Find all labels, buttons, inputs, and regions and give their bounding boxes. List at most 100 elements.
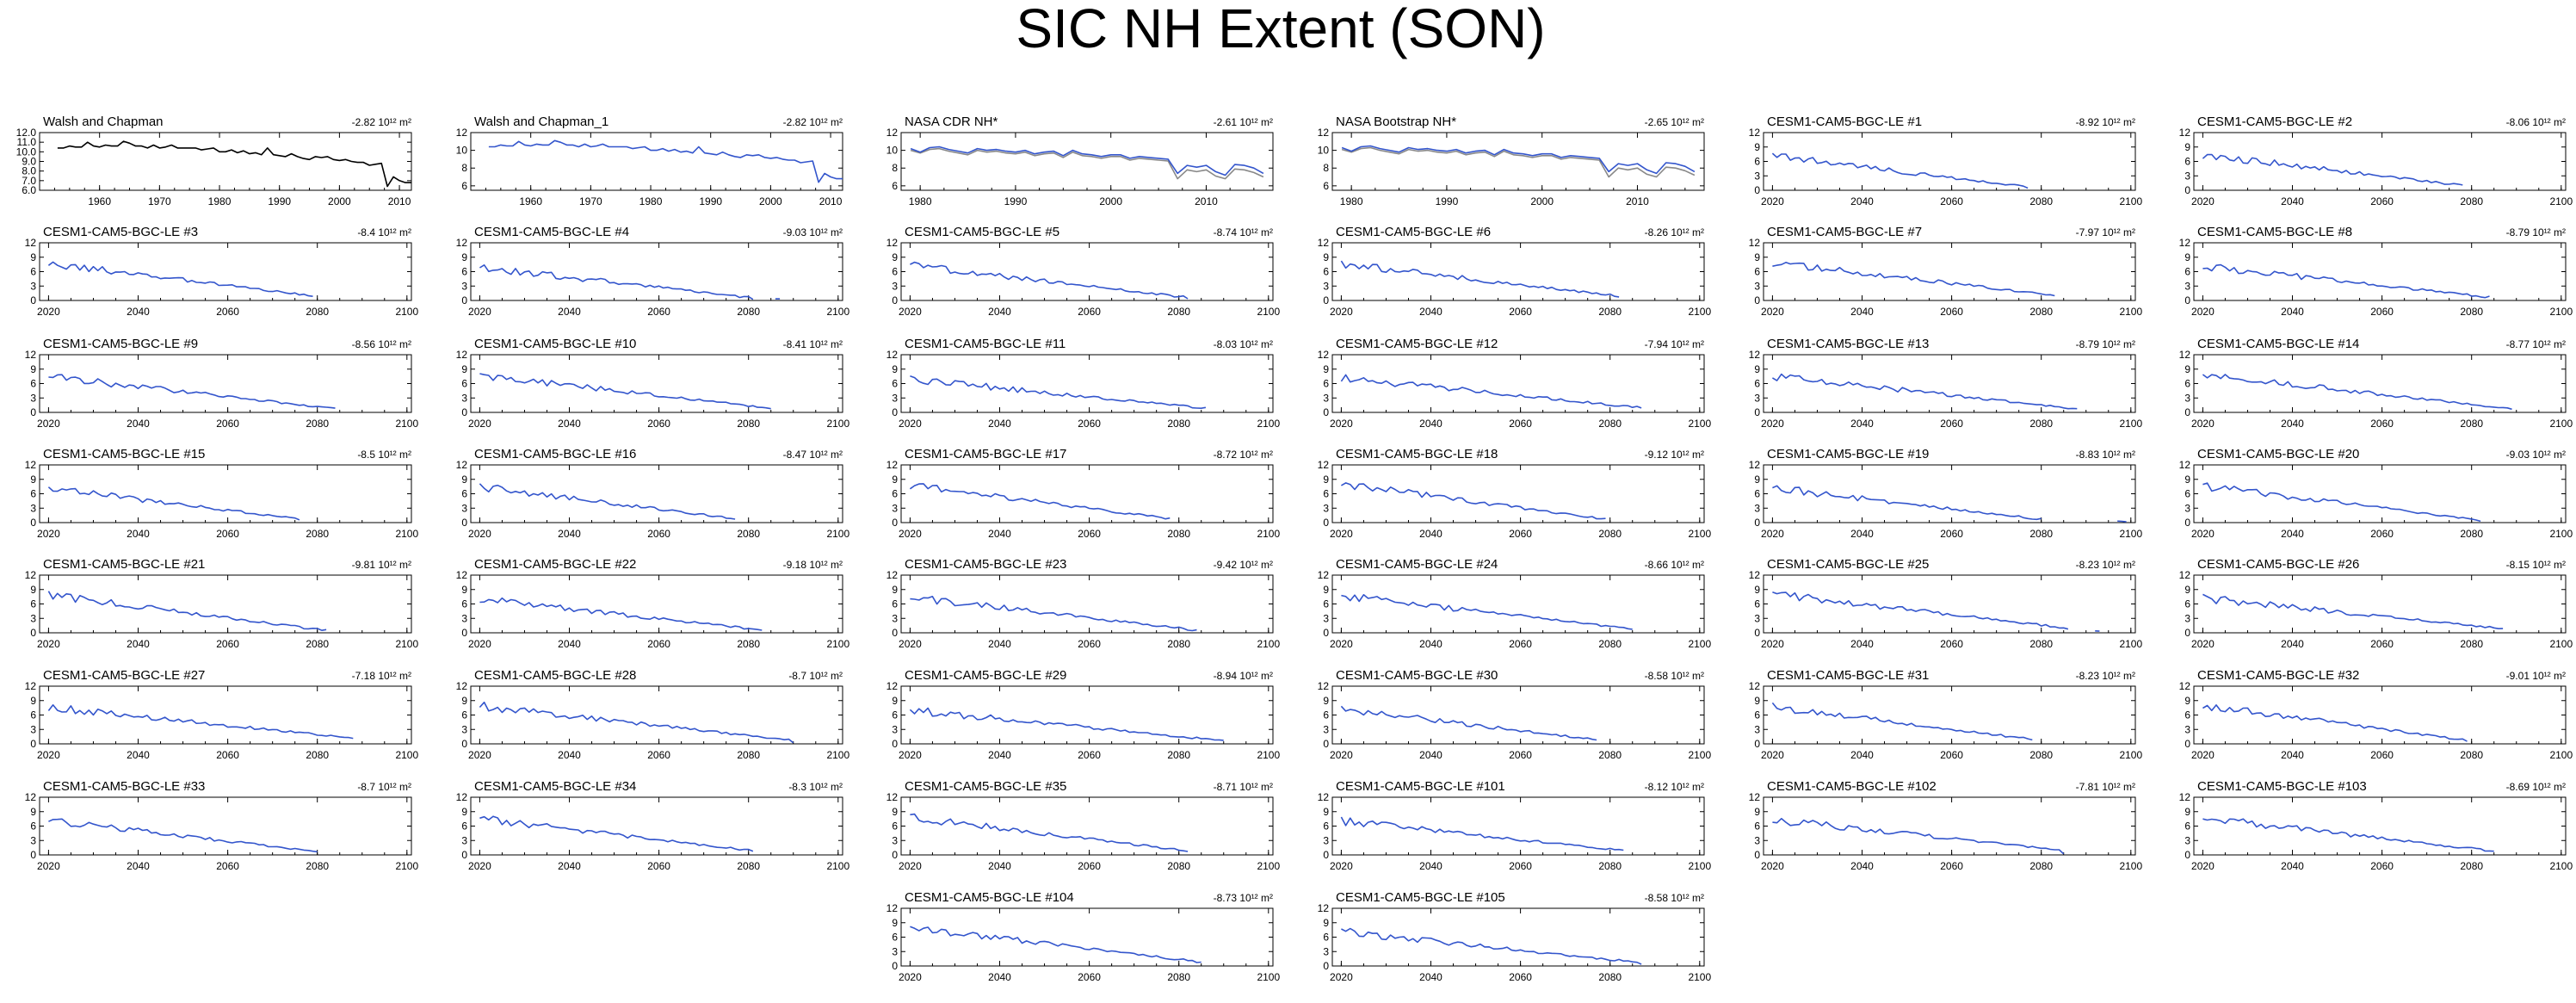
x-tick-label: 2060 — [216, 638, 239, 650]
x-tick-label: 2060 — [1509, 418, 1532, 430]
y-tick-label: 6 — [892, 709, 898, 721]
y-tick-label: 6 — [1323, 180, 1329, 192]
panel: CESM1-CAM5-BGC-LE #21 -9.81 10¹² m² 0 3 6 9 12… — [25, 557, 419, 650]
x-tick-label: 2020 — [899, 418, 922, 430]
x-tick-label: 2100 — [1257, 638, 1280, 650]
panel: CESM1-CAM5-BGC-LE #11 -8.03 10¹² m² 0 3 6 9 12… — [886, 337, 1281, 430]
y-tick-label: 12 — [2179, 459, 2191, 471]
panel-trend: -7.97 10¹² m² — [2076, 226, 2135, 238]
panel: CESM1-CAM5-BGC-LE #18 -9.12 10¹² m² 0 3 6 9 12… — [1318, 447, 1712, 540]
y-tick-label: 3 — [1323, 612, 1329, 624]
panel-title: CESM1-CAM5-BGC-LE #13 — [1767, 337, 1929, 351]
y-tick-label: 9 — [30, 251, 36, 263]
panel-title: CESM1-CAM5-BGC-LE #3 — [43, 225, 198, 239]
y-tick-label: 6 — [461, 598, 467, 610]
y-tick-label: 3 — [1754, 280, 1760, 292]
panel-frame — [470, 685, 843, 745]
x-tick-label: 2060 — [1940, 195, 1963, 207]
panel-trend: -7.18 10¹² m² — [352, 670, 411, 682]
x-tick-label: 2060 — [1940, 638, 1963, 650]
panel: CESM1-CAM5-BGC-LE #24 -8.66 10¹² m² 0 3 6 9 12… — [1318, 557, 1712, 650]
x-tick-label: 2020 — [1761, 306, 1784, 318]
y-tick-label: 0 — [2184, 406, 2190, 418]
panel: CESM1-CAM5-BGC-LE #19 -8.83 10¹² m² 0 3 6 9 12… — [1749, 447, 2143, 540]
x-tick-label: 2020 — [2191, 306, 2215, 318]
x-tick-label: 2040 — [2281, 749, 2304, 761]
x-tick-label: 2010 — [1626, 195, 1649, 207]
x-tick-label: 2060 — [1078, 749, 1101, 761]
panel-frame — [1763, 354, 2136, 413]
x-tick-label: 2020 — [1330, 418, 1353, 430]
x-tick-label: 2080 — [1598, 418, 1622, 430]
y-tick-label: 9 — [1754, 363, 1760, 375]
x-tick-label: 2040 — [988, 638, 1011, 650]
x-tick-label: 2040 — [2281, 418, 2304, 430]
panel: CESM1-CAM5-BGC-LE #101 -8.12 10¹² m² 0 36 9 1… — [1318, 779, 1712, 872]
panel-trend: -8.47 10¹² m² — [783, 449, 843, 461]
x-tick-label: 2100 — [395, 306, 418, 318]
panel-title: CESM1-CAM5-BGC-LE #29 — [905, 668, 1066, 683]
y-tick-label: 12 — [456, 569, 468, 581]
y-tick-label: 12 — [886, 237, 899, 249]
series-line — [2202, 705, 2511, 743]
panel-frame — [2193, 354, 2567, 413]
y-tick-label: 3 — [892, 723, 898, 735]
x-tick-label: 2060 — [647, 860, 670, 872]
panel-title: CESM1-CAM5-BGC-LE #19 — [1767, 447, 1929, 461]
y-tick-label: 9 — [30, 584, 36, 596]
x-tick-label: 2080 — [306, 306, 329, 318]
x-tick-label: 2040 — [558, 860, 581, 872]
panel-frame — [1331, 796, 1705, 856]
y-tick-label: 9 — [2184, 363, 2190, 375]
y-tick-label: 0 — [1754, 738, 1760, 750]
y-tick-label: 0 — [1754, 849, 1760, 861]
y-tick-label: 12 — [1749, 791, 1761, 803]
series-line — [1341, 483, 1690, 521]
y-tick-label: 12 — [25, 459, 37, 471]
x-tick-label: 2020 — [899, 749, 922, 761]
series-line — [1772, 485, 2127, 523]
y-tick-label: 0 — [2184, 849, 2190, 861]
panel-trend: -7.81 10¹² m² — [2076, 781, 2135, 793]
panel-frame — [900, 685, 1274, 745]
y-tick-label: 9 — [461, 363, 467, 375]
x-tick-label: 2080 — [2460, 418, 2483, 430]
x-tick-label: 2040 — [1850, 638, 1874, 650]
panel: CESM1-CAM5-BGC-LE #8 -8.79 10¹² m² 0 3 6 9 12 2… — [2179, 225, 2573, 318]
y-tick-label: 12 — [456, 791, 468, 803]
y-tick-label: 12 — [1318, 237, 1330, 249]
x-tick-label: 2060 — [1940, 528, 1963, 540]
x-tick-label: 2080 — [1598, 860, 1622, 872]
panel: CESM1-CAM5-BGC-LE #103 -8.69 10¹² m² 0 36 9 1… — [2179, 779, 2573, 872]
x-tick-label: 2080 — [2460, 749, 2483, 761]
series-line — [910, 597, 1259, 632]
series-line — [2202, 265, 2534, 300]
y-tick-label: 12 — [1318, 680, 1330, 692]
series-line — [479, 816, 766, 853]
x-tick-label: 2100 — [1688, 306, 1711, 318]
y-tick-label: 3 — [30, 612, 36, 624]
x-tick-label: 2060 — [647, 306, 670, 318]
y-tick-label: 12 — [1749, 680, 1761, 692]
series-line-secondary — [910, 147, 1264, 180]
y-tick-label: 9 — [1323, 474, 1329, 486]
x-tick-label: 2040 — [1419, 860, 1442, 872]
x-tick-label: 2020 — [1330, 528, 1353, 540]
x-tick-label: 2100 — [1257, 528, 1280, 540]
series-line — [48, 375, 367, 412]
x-tick-label: 2020 — [468, 528, 491, 540]
y-tick-label: 9 — [30, 363, 36, 375]
x-tick-label: 2080 — [737, 638, 760, 650]
panel-title: CESM1-CAM5-BGC-LE #18 — [1336, 447, 1498, 461]
x-tick-label: 2100 — [395, 418, 418, 430]
panel-title: CESM1-CAM5-BGC-LE #15 — [43, 447, 205, 461]
panel: CESM1-CAM5-BGC-LE #23 -9.42 10¹² m² 0 3 6 9 12… — [886, 557, 1281, 650]
x-tick-label: 2100 — [1257, 971, 1280, 983]
x-tick-label: 2040 — [127, 860, 150, 872]
y-tick-label: 3 — [1323, 502, 1329, 514]
panel-title: CESM1-CAM5-BGC-LE #101 — [1336, 779, 1505, 794]
x-tick-label: 2040 — [1419, 528, 1442, 540]
x-tick-label: 2020 — [2191, 418, 2215, 430]
y-tick-label: 3 — [1323, 945, 1329, 957]
y-tick-label: 0 — [461, 517, 467, 529]
